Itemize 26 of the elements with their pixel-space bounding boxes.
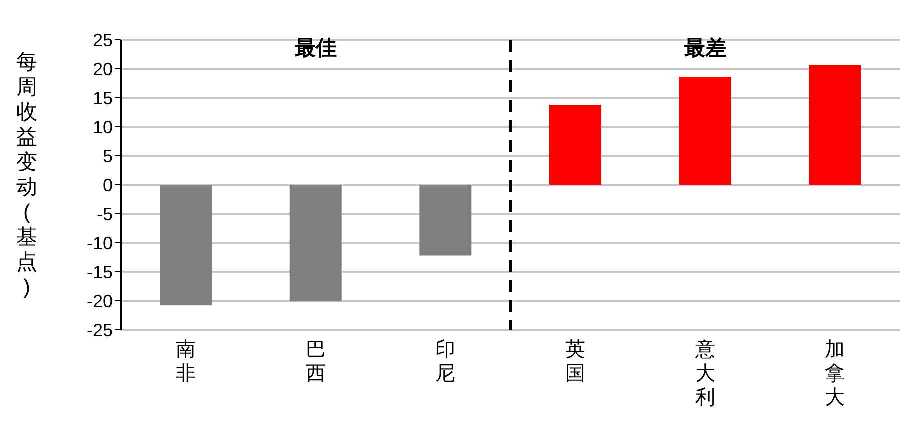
y-tick-label: -5	[96, 204, 113, 224]
bar	[679, 77, 732, 185]
bar	[809, 64, 862, 185]
y-tick-label: 10	[92, 117, 113, 138]
y-tick-label: 20	[92, 59, 113, 80]
text: 每周收益变动(基点)	[16, 51, 38, 299]
y-tick-label: 25	[92, 30, 113, 50]
annotation: 最佳	[294, 36, 338, 62]
y-tick-label: -15	[86, 262, 113, 282]
bar	[420, 185, 472, 256]
y-tick-label: -25	[86, 320, 113, 340]
x-tick-label: 巴西	[306, 339, 326, 385]
bar	[290, 185, 342, 302]
y-tick-label: 15	[92, 88, 113, 108]
y-tick-label: 0	[102, 175, 113, 196]
x-tick-label: 印尼	[436, 339, 456, 385]
x-tick-label: 英国	[565, 339, 586, 385]
x-tick-label: 意大利	[694, 339, 716, 409]
y-tick-label: 5	[102, 146, 113, 166]
bar	[550, 104, 602, 185]
x-tick-label: 南非	[176, 339, 196, 385]
y-tick-label: -10	[86, 233, 113, 254]
bar	[160, 185, 212, 306]
y-tick-label: -20	[86, 291, 113, 312]
x-tick-label: 加拿大	[825, 339, 846, 409]
annotation: 最差	[683, 36, 728, 62]
